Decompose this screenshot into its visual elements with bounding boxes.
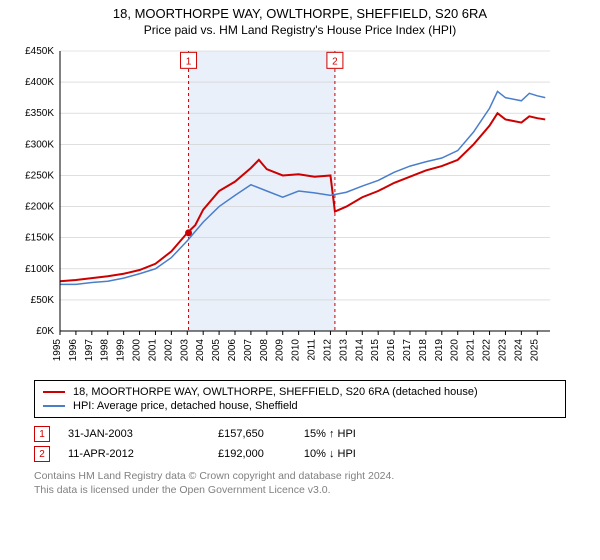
sale-delta: 10% ↓ HPI	[304, 448, 356, 460]
sale-date: 11-APR-2012	[68, 448, 178, 460]
y-tick-label: £300K	[25, 139, 54, 150]
x-tick-label: 2003	[179, 339, 190, 362]
x-tick-label: 1996	[68, 339, 79, 362]
chart-svg: £0K £50K £100K £150K £200K £250K £300K £350K £40…	[10, 41, 556, 371]
x-tick-label: 2005	[211, 339, 222, 362]
sale-price: £192,000	[218, 448, 264, 460]
y-tick-label: £400K	[25, 77, 54, 88]
x-tick-label: 2023	[497, 339, 508, 362]
x-tick-label: 2006	[227, 339, 238, 362]
shaded-band	[189, 51, 335, 331]
y-tick-label: £150K	[25, 233, 54, 244]
x-tick-label: 2007	[243, 339, 254, 362]
x-tick-label: 2000	[132, 339, 143, 362]
legend-label: HPI: Average price, detached house, Shef…	[73, 400, 298, 412]
y-tick-label: £100K	[25, 264, 54, 275]
sale-marker	[185, 229, 192, 236]
attribution-line: This data is licensed under the Open Gov…	[34, 484, 566, 498]
x-tick-label: 2021	[466, 339, 477, 362]
y-tick-label: £350K	[25, 108, 54, 119]
x-tick-label: 2017	[402, 339, 413, 362]
x-tick-label: 2015	[370, 339, 381, 362]
x-tick-label: 2019	[434, 339, 445, 362]
attribution-line: Contains HM Land Registry data © Crown c…	[34, 470, 566, 484]
price-chart: £0K £50K £100K £150K £200K £250K £300K £350K £40…	[0, 41, 600, 376]
x-tick-label: 2016	[386, 339, 397, 362]
sale-row: 2 11-APR-2012 £192,000 10% ↓ HPI	[34, 444, 566, 464]
page-title: 18, MOORTHORPE WAY, OWLTHORPE, SHEFFIELD…	[0, 0, 600, 21]
x-tick-label: 2008	[259, 339, 270, 362]
x-tick-label: 2009	[275, 339, 286, 362]
x-tick-label: 2004	[195, 339, 206, 362]
x-tick-label: 2002	[163, 339, 174, 362]
x-tick-label: 1995	[52, 339, 63, 362]
x-tick-label: 1999	[116, 339, 127, 362]
x-tick-label: 2024	[513, 339, 524, 362]
legend-swatch	[43, 391, 65, 393]
sale-price: £157,650	[218, 428, 264, 440]
sales-table: 1 31-JAN-2003 £157,650 15% ↑ HPI 2 11-APR-201…	[34, 424, 566, 464]
x-tick-label: 1997	[84, 339, 95, 362]
x-tick-label: 1998	[100, 339, 111, 362]
legend-row: 18, MOORTHORPE WAY, OWLTHORPE, SHEFFIELD…	[43, 385, 557, 399]
sale-callout-number: 1	[34, 426, 50, 442]
x-tick-label: 2020	[450, 339, 461, 362]
y-tick-label: £200K	[25, 202, 54, 213]
y-tick-label: £250K	[25, 170, 54, 181]
sale-callout-number: 2	[34, 446, 50, 462]
legend-label: 18, MOORTHORPE WAY, OWLTHORPE, SHEFFIELD…	[73, 386, 478, 398]
sale-row: 1 31-JAN-2003 £157,650 15% ↑ HPI	[34, 424, 566, 444]
y-tick-label: £450K	[25, 46, 54, 57]
x-tick-label: 2013	[338, 339, 349, 362]
callout-number: 2	[332, 56, 338, 67]
y-tick-label: £0K	[36, 326, 54, 337]
x-tick-label: 2011	[307, 339, 318, 361]
y-tick-label: £50K	[31, 295, 55, 306]
x-tick-label: 2014	[354, 339, 365, 362]
sale-delta: 15% ↑ HPI	[304, 428, 356, 440]
x-tick-label: 2012	[322, 339, 333, 362]
sale-date: 31-JAN-2003	[68, 428, 178, 440]
attribution: Contains HM Land Registry data © Crown c…	[34, 470, 566, 497]
chart-legend: 18, MOORTHORPE WAY, OWLTHORPE, SHEFFIELD…	[34, 380, 566, 418]
legend-row: HPI: Average price, detached house, Shef…	[43, 399, 557, 413]
callout-number: 1	[186, 56, 192, 67]
x-tick-label: 2010	[291, 339, 302, 362]
x-tick-label: 2025	[529, 339, 540, 362]
page-subtitle: Price paid vs. HM Land Registry's House …	[0, 21, 600, 41]
x-tick-label: 2022	[482, 339, 493, 362]
legend-swatch	[43, 405, 65, 407]
x-tick-label: 2018	[418, 339, 429, 362]
x-tick-label: 2001	[147, 339, 158, 362]
